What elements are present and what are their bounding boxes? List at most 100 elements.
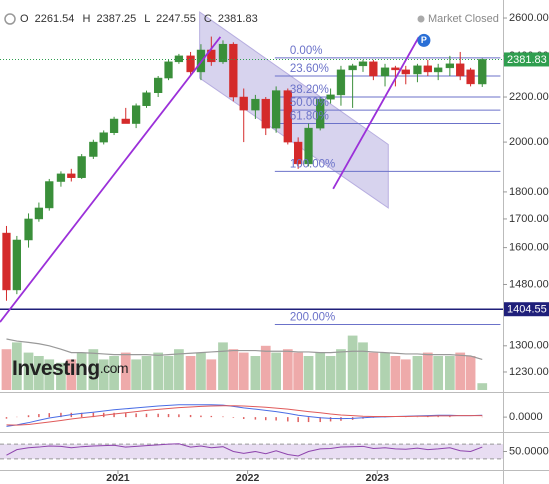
candle-body (77, 156, 86, 178)
candle-body (121, 118, 130, 124)
volume-bar (185, 356, 196, 390)
candle-body (423, 65, 432, 73)
candle-body (271, 90, 281, 129)
macd-histogram-bar (222, 416, 224, 418)
volume-bar (23, 352, 34, 390)
macd-histogram-bar (157, 413, 159, 418)
trend-line (332, 36, 420, 190)
candle-body (413, 65, 422, 75)
volume-bar (44, 359, 55, 390)
ohlc-value: 2261.54 (35, 13, 75, 25)
macd-histogram-bar (5, 417, 8, 419)
candle-body (358, 61, 368, 67)
volume-ma (6, 338, 483, 360)
candle-body (34, 207, 44, 220)
candle-body (304, 127, 313, 165)
last-price-label: 2381.83 (507, 54, 547, 66)
macd-histogram-bar (427, 416, 429, 418)
macd-histogram-bar (27, 415, 30, 418)
candle-body (283, 90, 292, 143)
volume-bar (218, 342, 228, 390)
ohlc-label: C (204, 13, 212, 25)
macd-histogram-bar (449, 416, 451, 418)
ohlc-label: H (82, 13, 90, 25)
macd-histogram-bar (242, 417, 245, 419)
fib-label: 0.00% (290, 45, 323, 57)
x-tick-label: 2021 (106, 472, 130, 484)
volume-bar (465, 356, 476, 390)
watermark: Investing.com (12, 357, 128, 380)
candle-body (326, 94, 335, 100)
signal-line (6, 405, 483, 426)
candle-body (56, 173, 66, 182)
ohlc-label: L (144, 13, 150, 25)
candle-body (239, 96, 248, 111)
candle-body (186, 55, 195, 73)
volume-bar (433, 356, 444, 390)
macd-histogram-bar (38, 414, 40, 418)
candle-body (434, 67, 443, 73)
volume-bar (174, 349, 184, 390)
candle-body (24, 218, 33, 241)
symbol-icon (4, 13, 16, 25)
volume-bar (260, 345, 271, 390)
support-label: 1404.55 (507, 304, 547, 316)
volume-bar (325, 356, 336, 390)
ohlc-header: O 2261.54 H 2387.25 L 2247.55 C 2381.83 (20, 13, 258, 25)
ohlc-label: O (20, 13, 29, 25)
volume-bar (271, 352, 281, 390)
fib-label: 23.60% (290, 63, 329, 75)
candle-body (218, 43, 228, 63)
volume-bar (336, 349, 346, 390)
macd-histogram-bar (232, 417, 235, 418)
volume-bar (422, 352, 433, 390)
volume-bar (98, 359, 109, 390)
macd-histogram-bar (437, 416, 439, 418)
candle-body (294, 141, 303, 165)
ohlc-value: 2247.55 (156, 13, 196, 25)
macd-histogram-bar (189, 414, 192, 418)
fib-label: 100.00% (290, 158, 335, 170)
volume-bar (380, 352, 390, 390)
macd-histogram-bar (178, 414, 180, 418)
y-tick-label: 2200.00 (509, 91, 549, 103)
candle-body (466, 69, 475, 85)
macd-histogram-bar (254, 417, 257, 420)
watermark-domain: .com (100, 360, 128, 376)
candle-body (45, 181, 54, 209)
macd-histogram-bar (297, 417, 299, 423)
candle-body (109, 118, 119, 133)
candle-body (174, 55, 184, 63)
fib-label: 200.00% (290, 311, 335, 323)
candle-body (142, 92, 151, 106)
volume-bar (76, 352, 87, 390)
volume-bar (282, 349, 293, 390)
watermark-brand: Investing (12, 357, 100, 380)
volume-bar (315, 352, 326, 390)
volume-bar (400, 359, 411, 390)
rsi-band (0, 444, 503, 459)
macd-histogram-bar (145, 413, 148, 418)
ohlc-value: 2387.25 (96, 13, 136, 25)
candle-body (391, 67, 400, 71)
rsi-line (6, 443, 483, 457)
macd-histogram-bar (319, 417, 321, 423)
macd-histogram-bar (167, 414, 170, 418)
fib-label: 38.20% (290, 84, 329, 96)
volume-bar (66, 359, 77, 390)
volume-bar (109, 356, 119, 390)
candle-body (2, 232, 11, 291)
candle-body (251, 98, 260, 111)
candle-body (445, 63, 454, 69)
candle-body (67, 173, 76, 178)
volume-bar (390, 356, 401, 390)
volume-bar (303, 356, 314, 390)
macd-histogram-bar (329, 417, 332, 422)
candle-body (348, 65, 357, 71)
macd-histogram-bar (287, 417, 289, 422)
candle-body (478, 59, 487, 85)
volume-bar (34, 356, 44, 390)
volume-bar (347, 335, 358, 390)
candle-body (261, 98, 270, 129)
volume-bar (1, 349, 12, 390)
